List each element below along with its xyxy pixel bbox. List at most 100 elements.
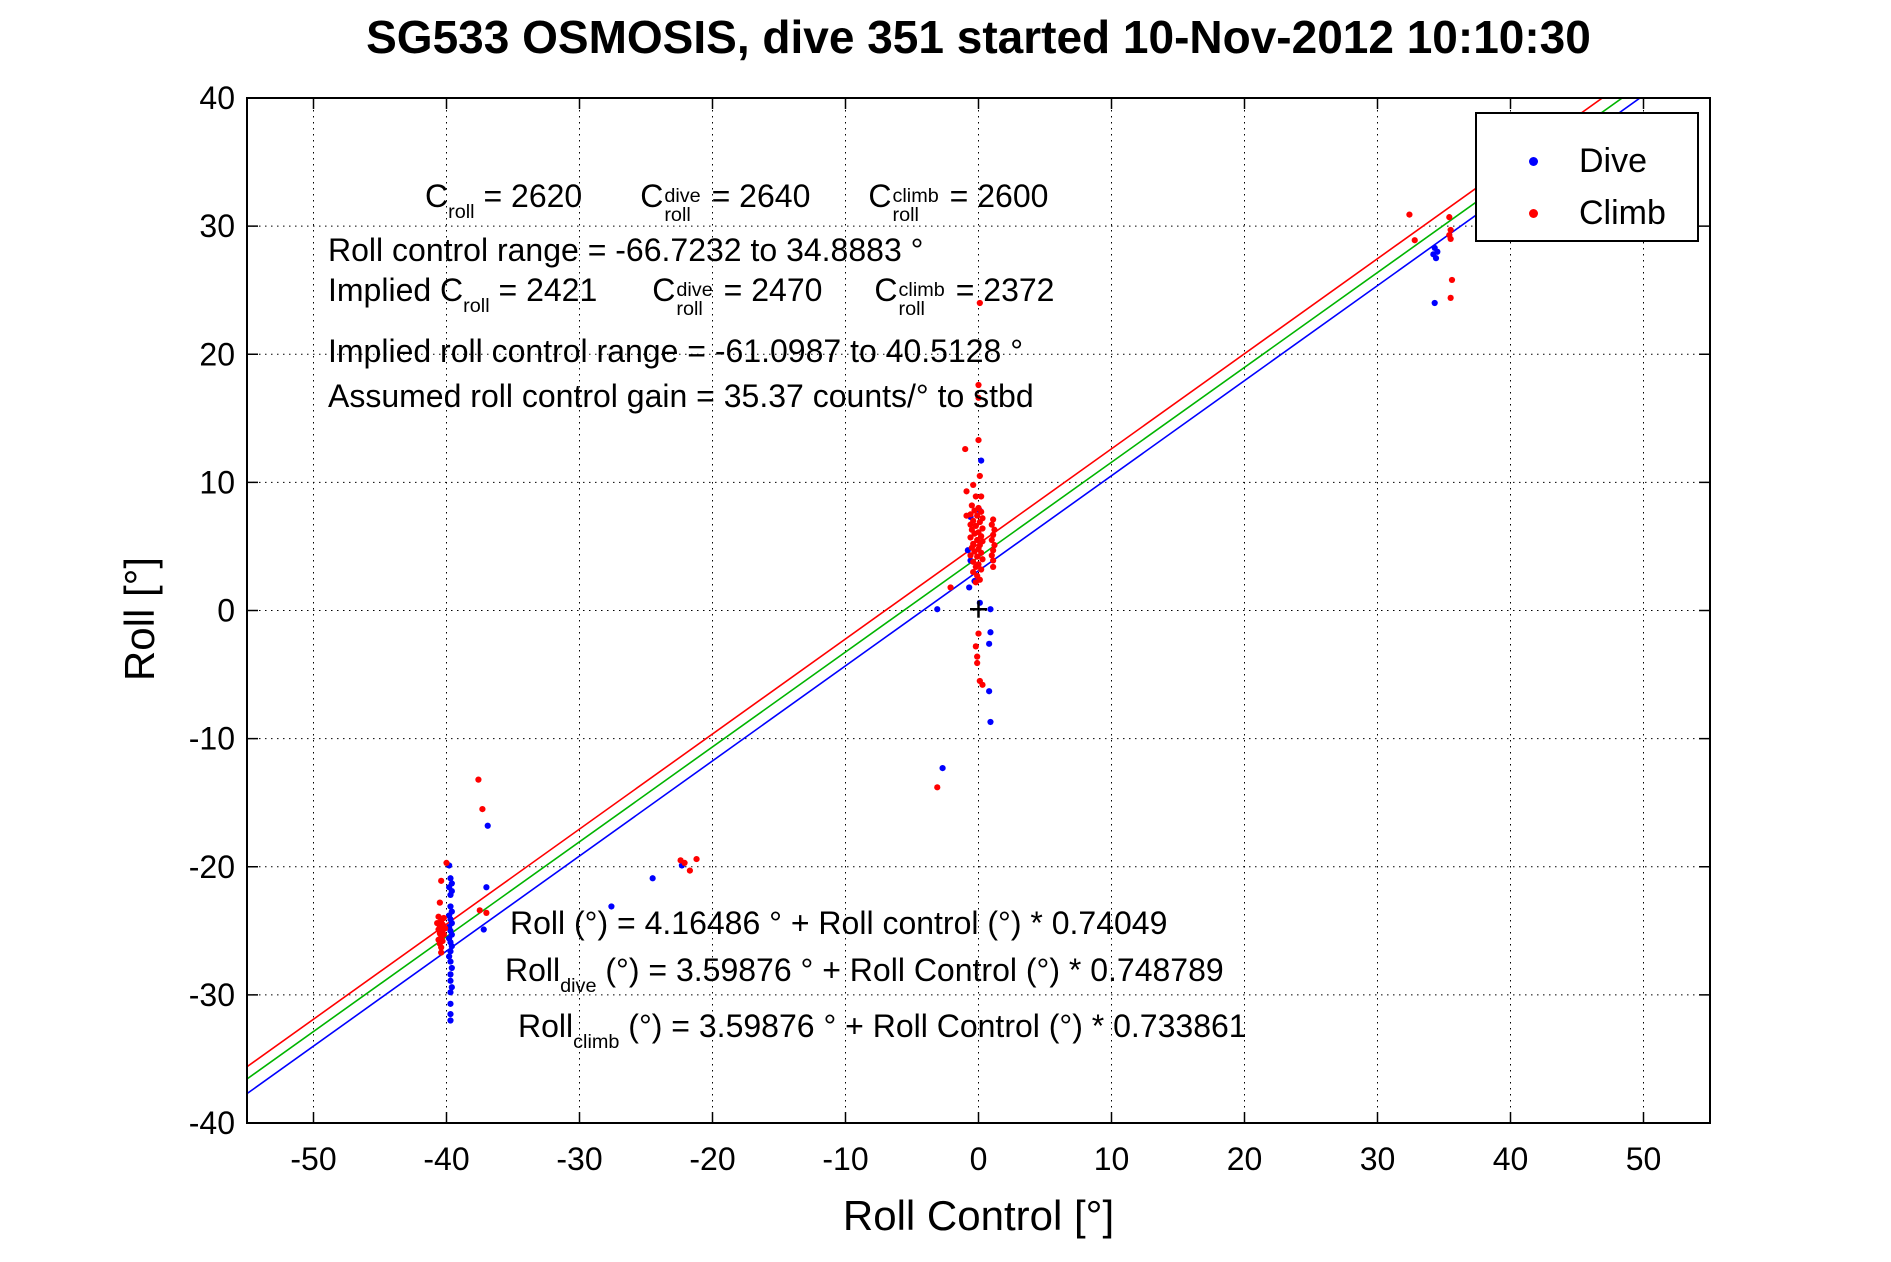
scatter-point-climb — [971, 530, 978, 537]
legend-label-dive: Dive — [1579, 142, 1648, 180]
scatter-point-dive — [448, 964, 455, 972]
y-tick-label: 40 — [199, 80, 235, 116]
scatter-point-dive — [448, 984, 455, 991]
scatter-point-dive — [939, 764, 946, 772]
scatter-point-climb — [971, 507, 978, 514]
scatter-point-dive — [447, 958, 454, 965]
scatter-point-climb — [438, 944, 445, 951]
scatter-point-dive — [987, 606, 994, 613]
scatter-point-climb — [968, 502, 975, 509]
scatter-point-dive — [1432, 255, 1440, 262]
scatter-point-climb — [963, 488, 970, 495]
scatter-point-climb — [990, 531, 997, 539]
scatter-point-climb — [976, 518, 983, 526]
legend-item-dive: Dive — [1477, 134, 1697, 189]
scatter-point-climb — [972, 493, 979, 500]
scatter-point-climb — [990, 557, 997, 564]
scatter-point-dive — [447, 875, 454, 882]
scatter-point-dive — [483, 884, 490, 891]
climb-marker-icon — [1529, 209, 1538, 218]
scatter-point-dive — [934, 606, 941, 613]
x-tick-label: 50 — [1626, 1141, 1662, 1177]
scatter-point-climb — [962, 445, 969, 453]
scatter-point-dive — [978, 457, 985, 464]
annotation-roll-control-range: Roll control range = -66.7232 to 34.8883… — [328, 232, 924, 268]
scatter-point-dive — [1431, 299, 1438, 307]
scatter-point-climb — [443, 859, 450, 867]
scatter-point-climb — [972, 563, 979, 571]
x-tick-label: -50 — [290, 1141, 336, 1177]
scatter-point-climb — [1446, 214, 1453, 221]
x-tick-label: -10 — [822, 1141, 868, 1177]
scatter-point-dive — [649, 875, 656, 882]
scatter-point-dive — [446, 953, 453, 960]
scatter-point-climb — [963, 512, 970, 519]
scatter-point-dive — [966, 584, 973, 591]
y-tick-label: 10 — [199, 464, 235, 500]
scatter-point-climb — [972, 579, 979, 586]
scatter-point-climb — [978, 549, 985, 556]
scatter-point-climb — [967, 552, 974, 559]
y-tick-label: -20 — [189, 849, 235, 885]
x-tick-label: 20 — [1227, 1141, 1263, 1177]
scatter-point-climb — [978, 493, 985, 500]
x-tick-label: 0 — [970, 1141, 988, 1177]
scatter-point-climb — [978, 508, 985, 515]
scatter-point-climb — [978, 533, 985, 540]
scatter-point-dive — [447, 903, 454, 910]
y-tick-label: -40 — [189, 1105, 235, 1141]
scatter-point-dive — [987, 629, 994, 636]
y-axis-label: Roll [°] — [116, 556, 163, 682]
scatter-point-climb — [988, 521, 995, 528]
annotation-fit-equation-combined: Roll (°) = 4.16486 ° + Roll control (°) … — [510, 905, 1168, 941]
scatter-point-climb — [476, 907, 483, 914]
scatter-point-climb — [990, 547, 997, 554]
scatter-point-climb — [974, 553, 981, 560]
scatter-point-climb — [979, 556, 986, 563]
scatter-point-climb — [974, 659, 981, 667]
legend-item-climb: Climb — [1477, 186, 1697, 241]
scatter-point-climb — [475, 776, 482, 783]
scatter-point-climb — [438, 949, 445, 956]
scatter-point-climb — [991, 526, 998, 533]
annotation-implied-roll-control-range: Implied roll control range = -61.0987 to… — [328, 333, 1024, 369]
scatter-point-climb — [972, 643, 979, 650]
scatter-point-dive — [447, 1017, 454, 1024]
x-tick-label: 30 — [1360, 1141, 1396, 1177]
scatter-point-climb — [990, 563, 997, 571]
scatter-point-dive — [447, 971, 454, 978]
dive-marker-icon — [1529, 157, 1538, 166]
x-tick-label: -40 — [423, 1141, 469, 1177]
scatter-point-climb — [681, 859, 688, 867]
scatter-point-climb — [976, 472, 983, 480]
scatter-point-climb — [947, 584, 954, 591]
scatter-point-climb — [436, 899, 443, 906]
scatter-point-climb — [974, 512, 981, 519]
scatter-point-climb — [1447, 294, 1454, 301]
scatter-point-climb — [975, 381, 982, 389]
scatter-point-climb — [970, 558, 977, 565]
scatter-point-climb — [1447, 226, 1454, 234]
scatter-point-dive — [447, 1000, 454, 1007]
scatter-point-climb — [988, 552, 995, 559]
scatter-point-climb — [967, 534, 974, 541]
scatter-point-climb — [975, 394, 982, 401]
legend-label-climb: Climb — [1579, 194, 1666, 232]
y-tick-label: 20 — [199, 336, 235, 372]
scatter-point-climb — [1448, 276, 1456, 284]
legend: Dive Climb — [1475, 112, 1699, 242]
x-tick-label: 40 — [1493, 1141, 1529, 1177]
scatter-point-dive — [986, 688, 993, 695]
axes-box — [246, 97, 1711, 1124]
scatter-point-climb — [686, 867, 693, 874]
x-axis-label: Roll Control [°] — [842, 1192, 1115, 1239]
scatter-point-dive — [448, 943, 455, 950]
scatter-point-dive — [480, 926, 487, 933]
scatter-point-climb — [972, 522, 979, 530]
annotation-fit-equation-climb: Rollclimb (°) = 3.59876 ° + Roll Control… — [518, 1008, 1247, 1053]
scatter-point-dive — [447, 977, 454, 984]
